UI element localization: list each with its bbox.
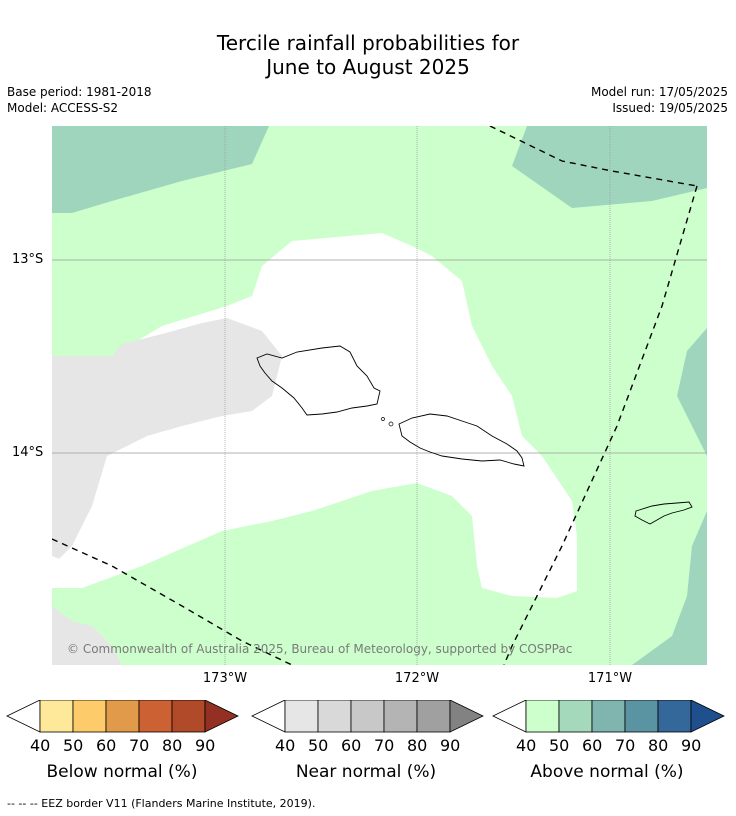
map-title: Tercile rainfall probabilities for June … [0,31,736,79]
colorbar-tick-label: 70 [615,736,636,755]
colorbar-bin-80 [657,700,692,733]
colorbar-bin-40 [525,700,560,733]
above-normal-50-region-e [677,328,707,456]
tutuila-island [634,501,693,525]
colorbar-tick-label: 40 [30,736,51,755]
above-normal-50-region-se [632,511,707,665]
above-normal-50-region-nw [52,126,269,213]
colorbar-extend-low [492,700,527,733]
colorbar-bin-60 [591,700,626,733]
colorbar-tick-label: 70 [129,736,150,755]
colorbar-tick-label: 40 [275,736,296,755]
colorbar-title-near: Near normal (%) [295,762,437,782]
colorbar-title-below: Below normal (%) [46,762,198,782]
colorbar-tick-label: 80 [162,736,183,755]
colorbar-extend-high [449,700,484,733]
lat-label-13s: 13°S [12,252,44,267]
colorbar-bin-50 [558,700,593,733]
manono-island [381,417,385,421]
colorbar-extend-low [251,700,286,733]
colorbar-tick-label: 90 [681,736,702,755]
savaii-island [256,345,381,416]
lon-label-171w: 171°W [587,671,633,686]
colorbar-tick-label: 90 [195,736,216,755]
colorbar-tick-label: 40 [516,736,537,755]
above-normal-50-region-ne [512,126,707,208]
lat-label-14s: 14°S [12,445,44,460]
near-normal-40-region-sw [52,606,122,665]
colorbar-near-normal [251,700,484,733]
colorbar-tick-label: 90 [440,736,461,755]
issued-date: Issued: 19/05/2025 [612,101,728,115]
colorbar-tick-label: 80 [407,736,428,755]
meta-right: Model run: 17/05/2025 Issued: 19/05/2025 [591,84,728,116]
colorbar-bin-50 [317,700,352,733]
colorbar-title-above: Above normal (%) [530,762,684,782]
map-panel [52,126,707,665]
colorbar-bin-70 [138,700,173,733]
colorbar-extend-high [690,700,725,733]
eez-border-east [503,185,698,665]
colorbar-bin-60 [105,700,140,733]
colorbar-extend-high [204,700,239,733]
colorbar-below-normal [6,700,239,733]
title-line-2: June to August 2025 [266,55,470,79]
copyright-notice: © Commonwealth of Australia 2025, Bureau… [67,642,573,656]
colorbar-tick-label: 50 [63,736,84,755]
neutral-region [52,233,577,598]
colorbar-extend-low [6,700,41,733]
title-line-1: Tercile rainfall probabilities for [216,31,520,55]
lon-label-172w: 172°W [394,671,440,686]
colorbar-bin-60 [350,700,385,733]
meta-left: Base period: 1981-2018 Model: ACCESS-S2 [7,84,152,116]
colorbar-tick-label: 60 [341,736,362,755]
lon-label-173w: 173°W [202,671,248,686]
colorbar-tick-label: 50 [308,736,329,755]
colorbar-tick-label: 60 [582,736,603,755]
model-name: Model: ACCESS-S2 [7,101,119,115]
colorbar-bin-80 [171,700,206,733]
eez-borders [52,126,698,665]
colorbar-bin-40 [284,700,319,733]
colorbar-bin-40 [39,700,74,733]
base-period: Base period: 1981-2018 [7,85,152,99]
near-normal-40-region [52,318,282,566]
colorbar-bin-50 [72,700,107,733]
upolu-island [398,413,525,467]
colorbar-above-normal [492,700,725,733]
colorbar-tick-label: 80 [648,736,669,755]
colorbar-tick-label: 70 [374,736,395,755]
colorbar-bin-70 [383,700,418,733]
model-run: Model run: 17/05/2025 [590,85,728,99]
neutral-region-sw [52,556,97,588]
colorbars [6,700,725,733]
colorbar-bin-70 [624,700,659,733]
map-canvas [52,126,707,665]
apolima-island [388,421,394,427]
colorbar-tick-label: 50 [549,736,570,755]
colorbar-bin-80 [416,700,451,733]
eez-border-southwest [52,538,293,665]
eez-legend-note: -- -- -- EEZ border V11 (Flanders Marine… [7,797,316,810]
colorbar-tick-label: 60 [96,736,117,755]
gridlines [52,126,707,665]
